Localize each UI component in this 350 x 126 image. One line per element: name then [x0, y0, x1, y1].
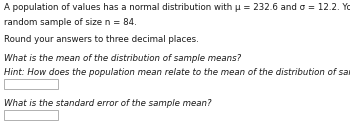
Text: Hint: How does the population mean relate to the mean of the distribution of sam: Hint: How does the population mean relat… [4, 68, 350, 77]
Text: A population of values has a normal distribution with μ = 232.6 and σ = 12.2. Yo: A population of values has a normal dist… [4, 3, 350, 12]
FancyBboxPatch shape [4, 110, 58, 120]
Text: What is the mean of the distribution of sample means?: What is the mean of the distribution of … [4, 54, 241, 63]
Text: Round your answers to three decimal places.: Round your answers to three decimal plac… [4, 35, 199, 44]
FancyBboxPatch shape [4, 79, 58, 89]
Text: What is the standard error of the sample mean?: What is the standard error of the sample… [4, 99, 212, 108]
Text: random sample of size n = 84.: random sample of size n = 84. [4, 18, 137, 27]
